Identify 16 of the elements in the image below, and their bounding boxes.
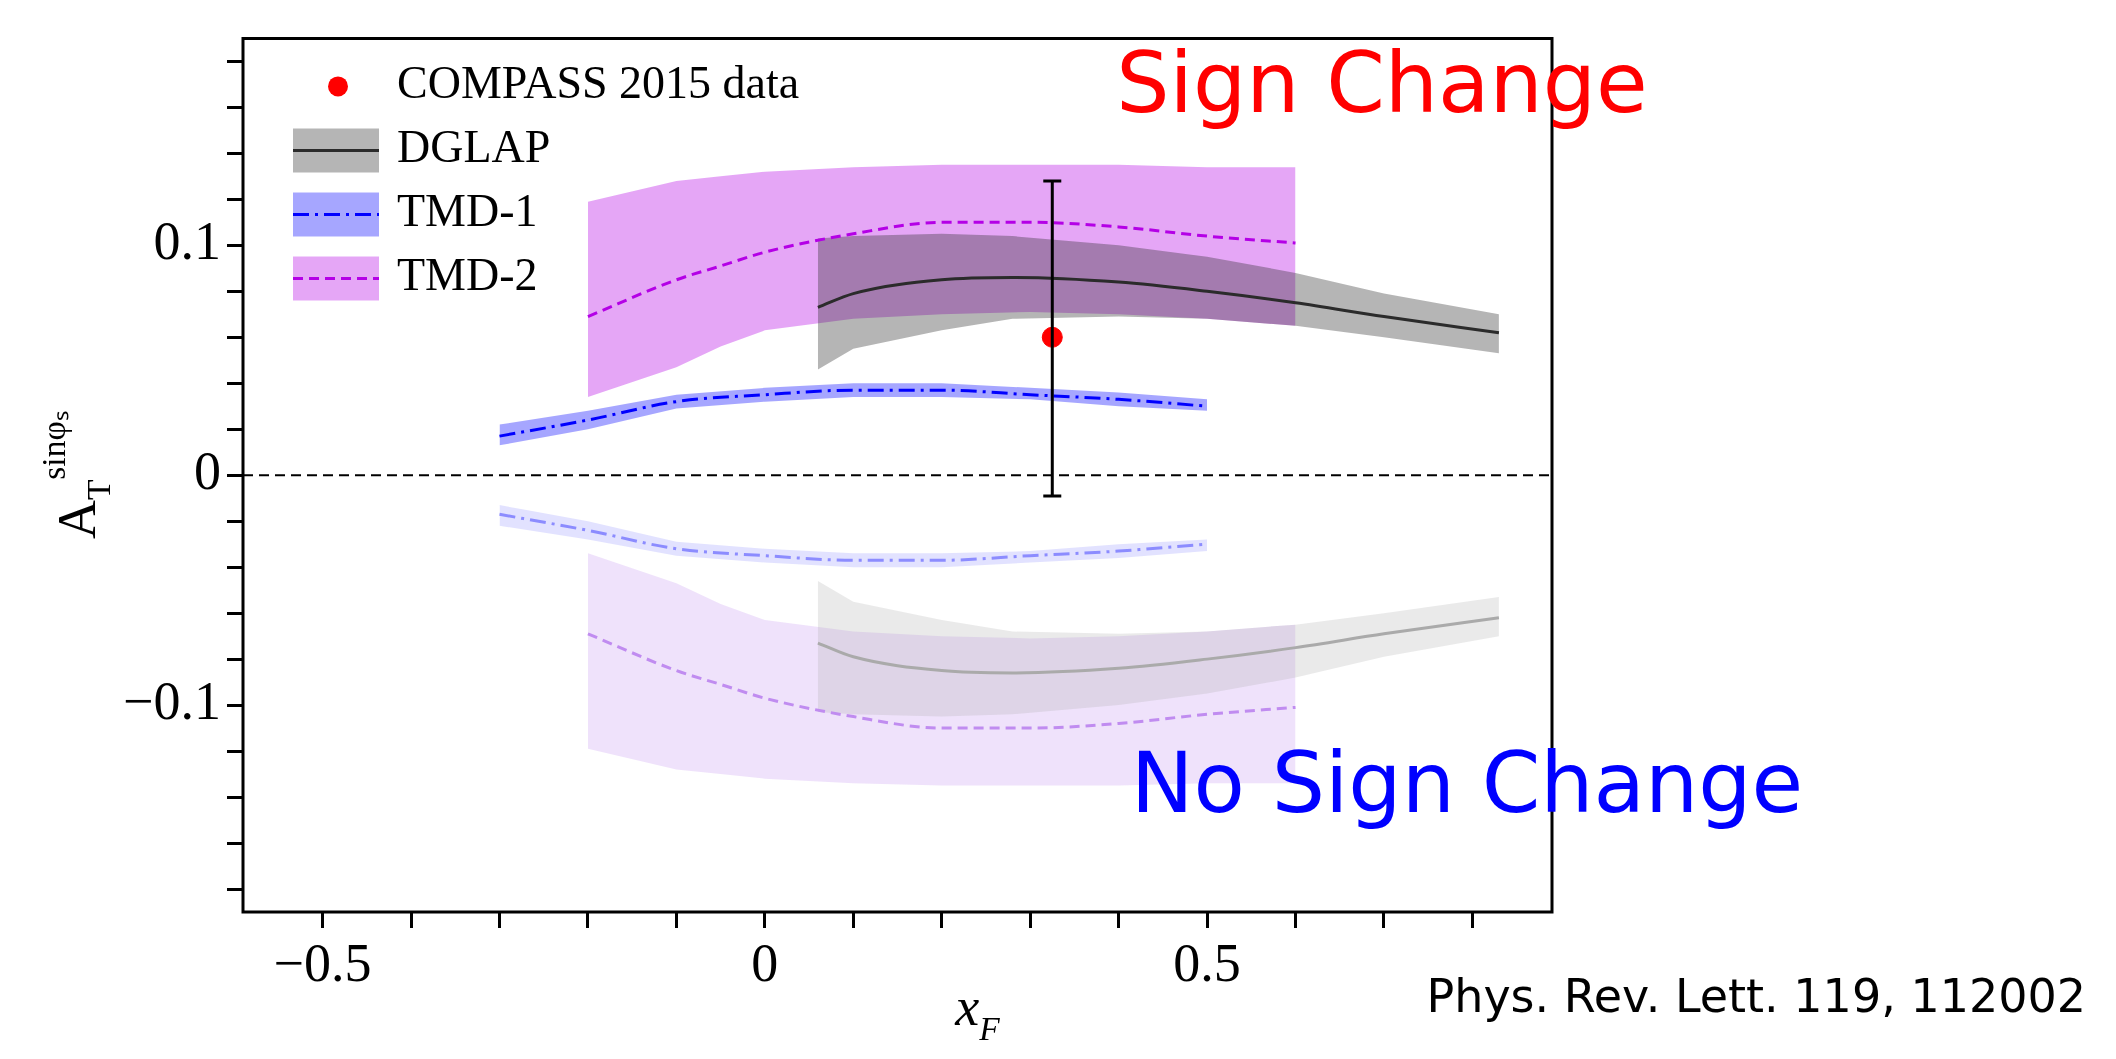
- y-tick-label: −0.1: [123, 671, 221, 732]
- y-tick-label: 0: [194, 441, 221, 502]
- legend-label: DGLAP: [397, 121, 551, 173]
- y-tick-label: 0.1: [153, 211, 221, 272]
- line-series: [586, 220, 1298, 319]
- line-series: [816, 616, 1501, 675]
- x-tick-label: 0: [751, 932, 779, 993]
- legend-label: COMPASS 2015 data: [397, 57, 800, 109]
- x-tick-label: 0.5: [1173, 932, 1241, 993]
- line-series: [586, 632, 1298, 730]
- line-series: [816, 275, 1501, 335]
- y-axis-title: ATsinφₛ: [35, 411, 118, 540]
- legend-label: TMD-1: [397, 185, 538, 237]
- x-tick-label: −0.5: [273, 932, 372, 993]
- text: Phys. Rev. Lett. 119, 112002: [1426, 969, 2086, 1023]
- legend-label: TMD-2: [397, 249, 538, 301]
